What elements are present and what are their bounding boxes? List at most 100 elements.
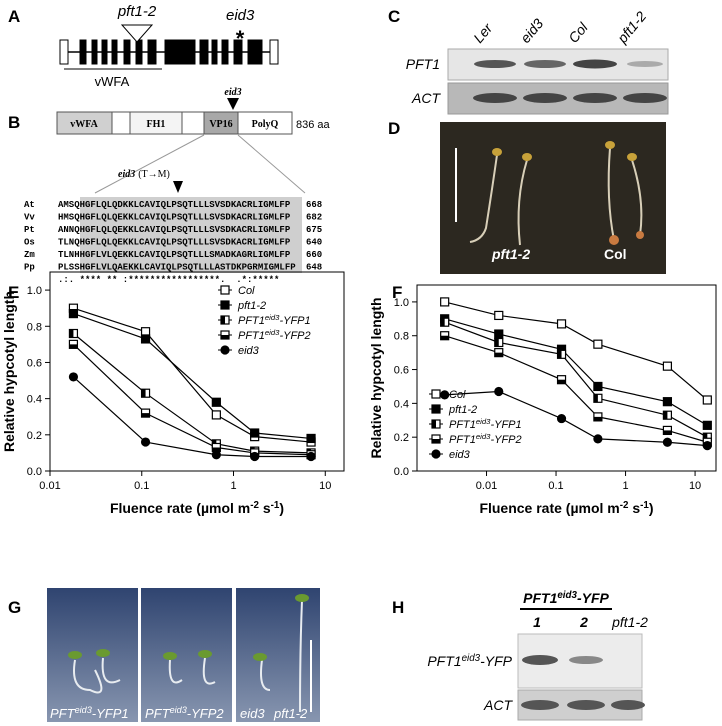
legend-label: eid3 [238,345,260,357]
marker-shape [494,329,504,339]
protein-diagram [56,111,306,194]
y-tick-label: 0.2 [27,430,42,442]
y-axis-label: Relative hypcotyl length [1,291,17,452]
site-label: eid3 [224,87,241,98]
superscript: eid3 [557,590,577,601]
position: 682 [306,213,322,223]
panel-label: H [392,598,404,617]
superscript: -1 [640,500,649,511]
legend-marker [431,404,441,414]
data-point [556,413,567,424]
marker-shape [662,397,673,407]
data-point [702,395,712,405]
panel-label: D [388,119,400,138]
marker-shape [702,441,712,451]
legend-marker [220,345,230,355]
row-label: PFT1eid3-YFP [427,653,512,670]
legend-marker [431,434,441,444]
x-tick-label: 0.1 [548,480,563,492]
marker-fill [557,350,562,359]
gel [447,48,669,115]
superscript: eid3 [265,313,280,322]
marker-shape [220,300,230,310]
alignment: At AMSQHGFLQLQDKKLCAVIQLPSQTLLLSVSDKACRLI… [24,200,322,285]
lane-label: 2 [579,614,588,630]
text-part: PFT1 [238,330,265,342]
x-axis-label: Fluence rate (µmol m-2 s-1) [479,500,653,517]
chart: 0.0 0.2 0.4 0.6 0.8 1.0 0.01 0.1 1 10 Fluence rate… [368,284,717,517]
x-tick-label: 0.01 [476,480,497,492]
legend-label: PFT1eid3-YFP2 [238,328,311,343]
seedling-photo [440,122,666,274]
marker-shape [556,413,567,424]
legend-label: PFT1eid3-YFP2 [449,432,522,447]
y-tick-label: 0.6 [394,365,409,377]
marker-shape [593,381,603,392]
data-point [68,328,79,339]
data-point [250,451,260,462]
data-point [440,317,450,327]
photo-label: PFTeid3-YFP1 [50,705,129,721]
panel-label: F [392,283,402,302]
sequence: TLNQHGFLQLQEKKLCAVIQLPSQTLLLSVSDKACRLIGM… [58,238,291,248]
data-point [68,372,79,382]
marker-fill [663,430,672,435]
marker-shape [250,451,260,462]
superscript: -2 [620,500,629,511]
marker-fill [593,394,598,403]
legend-label: pft1-2 [448,404,477,416]
x-tick-label: 1 [230,480,236,492]
y-tick-label: 0.6 [27,357,42,369]
marker-shape [431,389,441,399]
legend-marker [431,389,441,399]
text-part: PFT1 [238,315,265,327]
gel [517,633,645,721]
marker-fill [494,338,499,347]
marker-shape [440,297,450,307]
point-mark: * [236,26,245,51]
species: Vv [24,213,35,223]
species: At [24,200,35,210]
superscript: eid3 [170,705,187,715]
site-arrow [227,98,239,110]
data-point [702,420,712,430]
text-part: PFT [145,706,171,721]
superscript: eid3 [75,705,92,715]
species: Os [24,238,35,248]
legend-label: PFT1eid3-YFP1 [449,417,522,432]
marker-shape [702,420,712,430]
y-tick-label: 0.4 [394,398,409,410]
row-label: PFT1 [406,56,440,72]
position: 648 [306,263,322,273]
legend-marker [220,315,230,325]
domain-name: vWFA [70,119,98,130]
marker-fill [494,352,503,357]
marker-shape [140,437,151,447]
y-tick-label: 0.8 [394,331,409,343]
marker-shape [306,433,316,444]
mutant-label: pft1-2 [117,3,157,20]
data-point [440,297,450,307]
lane-label: pft1-2 [613,8,649,47]
domain-name: PolyQ [252,119,279,130]
sequence: TLNHHGFLVLQEKKLCAVIQLPSQTLLLSMADKAGRLIGM… [58,250,291,260]
x-tick-label: 0.1 [134,480,149,492]
marker-shape [494,310,504,321]
data-point [556,319,567,329]
marker-fill [703,433,708,442]
data-point [593,339,603,349]
sequence: ANNQHGFLQLQEKKLCAVIQLPSQTLLLSVSDKACRLIGM… [58,225,291,235]
seedling-photos [47,588,320,722]
text-part: Fluence rate (µmol m [110,500,250,516]
legend-label: pft1-2 [237,300,266,312]
chart: 0.0 0.2 0.4 0.6 0.8 1.0 0.01 0.1 1 10 Fluence rate… [1,271,345,516]
data-point [140,334,151,344]
marker-shape [211,410,221,420]
series-line [73,376,312,458]
text-part: PFT1 [449,434,476,446]
data-point [662,397,673,407]
plot-frame [49,271,345,472]
group-label: PFT1eid3-YFP [523,590,609,607]
photo-label: eid3 [240,706,265,721]
marker-fill [440,335,449,340]
